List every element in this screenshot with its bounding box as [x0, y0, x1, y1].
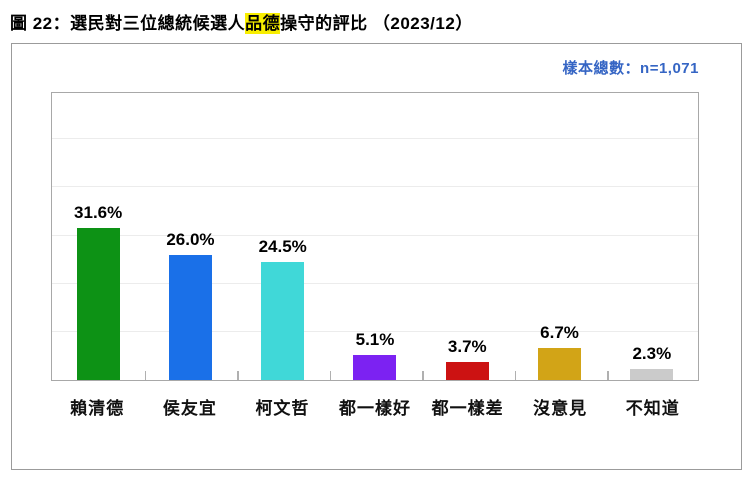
gridline — [52, 186, 698, 188]
bar-value-label: 5.1% — [355, 330, 395, 350]
bar-柯文哲 — [261, 262, 305, 380]
axis-tick — [237, 371, 239, 380]
bar-不知道 — [630, 368, 674, 380]
bar-slot: 3.7% — [421, 93, 513, 380]
bar-沒意見 — [538, 347, 582, 380]
category-label: 賴清德 — [70, 399, 125, 418]
bar-slot: 2.3% — [606, 93, 698, 380]
bar-都一樣好 — [353, 355, 397, 380]
gridline — [52, 282, 698, 284]
figure-title: 圖 22：選民對三位總統候選人品德操守的評比 （2023/12） — [10, 9, 473, 34]
bar-slot: 31.6% — [52, 93, 144, 380]
axis-tick — [422, 371, 424, 380]
figure-title-suffix: 操守的評比 （2023/12） — [280, 14, 473, 33]
bar-slot: 6.7% — [513, 93, 605, 380]
bar-value-label: 2.3% — [632, 343, 672, 363]
gridline — [52, 330, 698, 332]
bar-賴清德 — [76, 227, 120, 380]
chart-plot-area: 31.6% 26.0% 24.5% 5.1% 3.7% 6.7% 2.3% — [51, 92, 699, 381]
category-label: 都一樣差 — [431, 399, 504, 418]
bar-slot: 5.1% — [329, 93, 421, 380]
bar-slot: 24.5% — [237, 93, 329, 380]
bar-value-label: 24.5% — [258, 237, 307, 256]
axis-tick — [329, 371, 332, 380]
gridline — [52, 234, 698, 236]
bar-侯友宜 — [168, 254, 212, 380]
axis-tick — [144, 371, 147, 380]
bar-value-label: 31.6% — [74, 202, 123, 222]
bars-row: 31.6% 26.0% 24.5% 5.1% 3.7% 6.7% 2.3% — [52, 93, 698, 380]
bar-value-label: 3.7% — [447, 337, 487, 357]
category-axis: 賴清德 侯友宜 柯文哲 都一樣好 都一樣差 沒意見 不知道 — [51, 394, 699, 419]
bar-value-label: 6.7% — [540, 322, 579, 342]
category-label: 侯友宜 — [162, 399, 217, 418]
sample-size-note: 樣本總數：n=1,071 — [562, 60, 699, 77]
bar-slot: 26.0% — [144, 93, 236, 380]
figure-title-prefix: 圖 22：選民對三位總統候選人 — [10, 14, 246, 33]
category-label: 沒意見 — [533, 399, 588, 418]
axis-tick — [514, 371, 517, 380]
figure-frame: 樣本總數：n=1,071 31.6% 26.0% 24.5% 5.1% 3.7% 6.7%… — [11, 43, 742, 470]
bar-value-label: 26.0% — [166, 229, 215, 249]
gridline — [52, 138, 698, 140]
category-label: 柯文哲 — [255, 399, 310, 418]
axis-tick — [607, 371, 609, 380]
bar-都一樣差 — [445, 362, 489, 380]
category-label: 不知道 — [625, 399, 680, 418]
figure-title-highlight: 品德 — [245, 13, 281, 34]
category-label: 都一樣好 — [339, 399, 412, 418]
